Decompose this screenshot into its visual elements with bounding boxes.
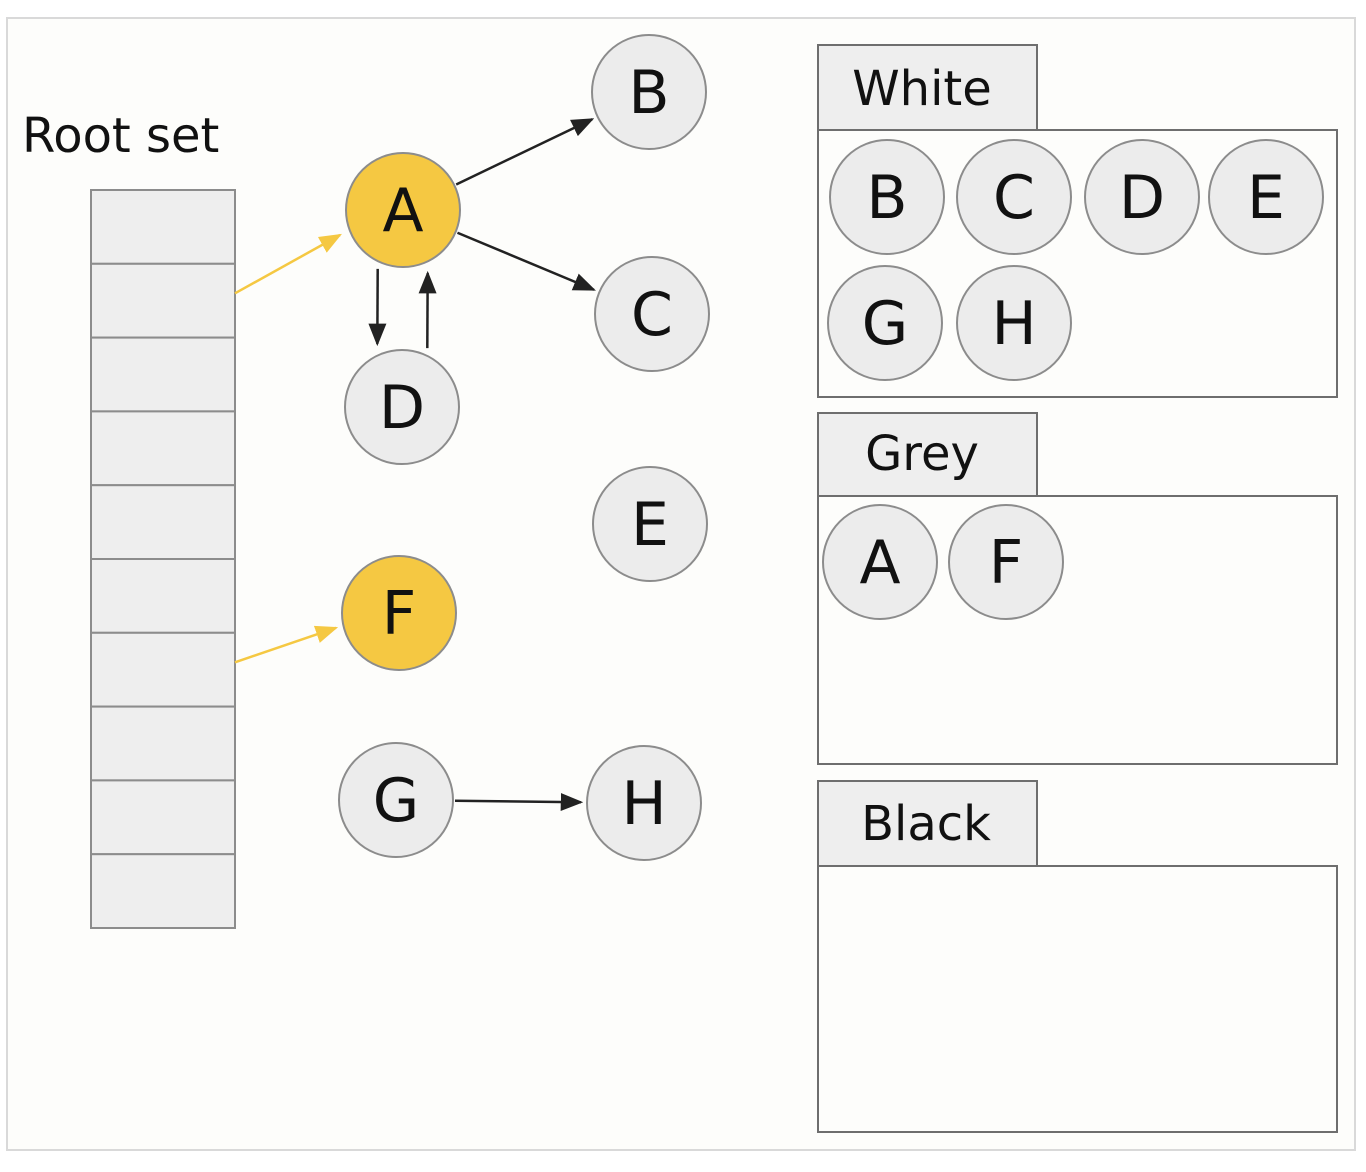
edge-a-to-c	[456, 231, 596, 291]
white-member-h-label: H	[991, 289, 1036, 359]
white-member-b: B	[829, 139, 945, 255]
node-c-circle	[594, 256, 710, 372]
node-h-circle	[586, 745, 702, 861]
node-f-label: F	[382, 579, 417, 649]
white-member-c-label: C	[993, 163, 1035, 233]
white-member-d-label: D	[1119, 163, 1165, 233]
node-a-circle	[345, 152, 461, 268]
node-f-circle	[341, 555, 457, 671]
root-set-cell	[90, 410, 236, 487]
root-set-cell	[90, 631, 236, 708]
graph-nodes: A B C D E F G H	[338, 34, 710, 861]
root-set-title: Root set	[22, 108, 219, 164]
node-d: D	[344, 349, 460, 465]
grey-member-f-label: F	[989, 528, 1024, 598]
node-c: C	[594, 256, 710, 372]
black-set: Black	[817, 780, 1338, 1133]
node-e: E	[592, 466, 708, 582]
node-e-circle	[592, 466, 708, 582]
root-edge-to-a	[234, 233, 342, 295]
white-member-e-circle	[1208, 139, 1324, 255]
black-set-panel	[817, 865, 1338, 1133]
black-set-title: Black	[861, 796, 991, 852]
grey-set-tab	[817, 412, 1038, 497]
white-set-title: White	[852, 61, 992, 117]
white-member-c-circle	[956, 139, 1072, 255]
grey-member-a-circle	[822, 504, 938, 620]
root-set-cell	[90, 189, 236, 265]
root-set-cell	[90, 779, 236, 856]
root-set-cell	[90, 558, 236, 634]
node-f: F	[341, 555, 457, 671]
node-b: B	[591, 34, 707, 150]
node-d-label: D	[379, 373, 425, 443]
grey-member-f-circle	[948, 504, 1064, 620]
white-member-b-circle	[829, 139, 945, 255]
graph-edges	[368, 118, 596, 811]
white-member-e-label: E	[1247, 163, 1285, 233]
white-set: White B C D E G H	[817, 44, 1338, 398]
node-b-label: B	[628, 58, 669, 128]
node-e-label: E	[631, 490, 669, 560]
grey-set-title: Grey	[865, 426, 979, 482]
white-set-panel	[817, 129, 1338, 398]
node-g-circle	[338, 742, 454, 858]
root-set-cell	[90, 705, 236, 782]
node-a: A	[345, 152, 461, 268]
root-reference-edges	[234, 233, 342, 664]
node-b-circle	[591, 34, 707, 150]
edge-g-to-h	[454, 792, 584, 811]
white-member-g-label: G	[862, 289, 909, 359]
root-set-cell	[90, 853, 236, 930]
node-c-label: C	[631, 280, 673, 350]
root-set-cell	[90, 484, 236, 561]
white-member-h-circle	[956, 265, 1072, 381]
node-h: H	[586, 745, 702, 861]
node-h-label: H	[621, 769, 666, 839]
edge-a-to-b	[455, 118, 595, 186]
white-member-d: D	[1084, 139, 1200, 255]
white-member-g-circle	[827, 265, 943, 381]
root-set-cell	[90, 336, 236, 413]
root-set-cell	[90, 262, 236, 339]
white-member-c: C	[956, 139, 1072, 255]
white-member-d-circle	[1084, 139, 1200, 255]
white-set-tab	[817, 44, 1038, 131]
root-set-cells	[90, 189, 236, 930]
node-a-label: A	[382, 176, 423, 246]
grey-set-panel	[817, 495, 1338, 765]
node-d-circle	[344, 349, 460, 465]
node-g-label: G	[373, 766, 420, 836]
white-member-g: G	[827, 265, 943, 381]
grey-member-f: F	[948, 504, 1064, 620]
white-member-e: E	[1208, 139, 1324, 255]
black-set-tab	[817, 780, 1038, 867]
white-member-b-label: B	[866, 163, 907, 233]
root-edge-to-f	[234, 625, 339, 664]
node-g: G	[338, 742, 454, 858]
grey-member-a-label: A	[859, 528, 900, 598]
white-member-h: H	[956, 265, 1072, 381]
white-set-members: B C D E G H	[827, 139, 1324, 381]
root-set: Root set	[22, 108, 236, 930]
grey-member-a: A	[822, 504, 938, 620]
